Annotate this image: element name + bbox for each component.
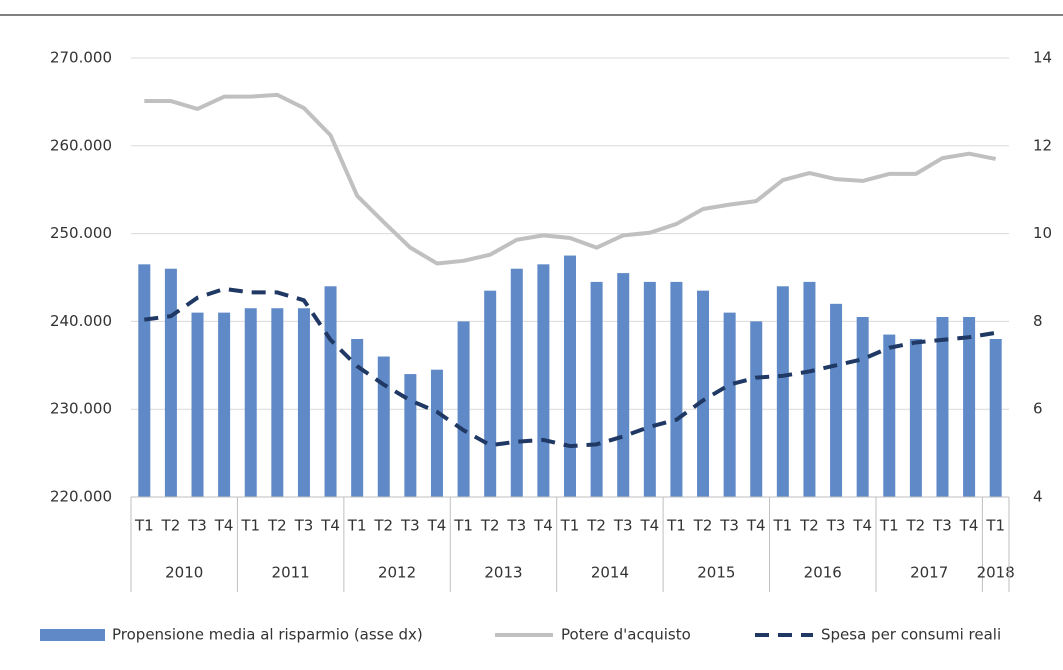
y-tick-label: 240.000 (50, 312, 112, 330)
line-series (144, 92, 997, 266)
bar (830, 303, 843, 497)
bar (989, 338, 1002, 497)
bar (191, 312, 204, 497)
x-tick-label: T2 (693, 517, 713, 535)
x-tick-label: T4 (427, 517, 447, 535)
year-label: 2011 (272, 564, 310, 582)
x-tick-label: T1 (985, 517, 1005, 535)
y-tick-label: 250.000 (50, 224, 112, 242)
bar (404, 374, 417, 497)
y2-tick-label: 6 (1033, 400, 1043, 418)
x-tick-label: T2 (586, 517, 606, 535)
bar (351, 338, 364, 497)
y2-tick-label: 8 (1033, 312, 1043, 330)
x-tick-label: T2 (799, 517, 819, 535)
bar (218, 312, 231, 497)
bar (883, 334, 896, 497)
year-label: 2017 (910, 564, 948, 582)
x-tick-label: T3 (400, 517, 420, 535)
x-tick-label: T1 (453, 517, 473, 535)
x-tick-label: T4 (746, 517, 766, 535)
x-tick-label: T2 (161, 517, 181, 535)
year-label: 2016 (804, 564, 842, 582)
year-label: 2010 (165, 564, 203, 582)
bar (590, 281, 603, 497)
x-tick-label: T1 (879, 517, 899, 535)
bar (856, 317, 869, 497)
x-tick-label: T4 (959, 517, 979, 535)
year-label: 2015 (697, 564, 735, 582)
bar (244, 308, 257, 497)
bar (936, 317, 949, 497)
bar (617, 273, 630, 497)
bar (510, 268, 523, 497)
x-tick-label: T2 (480, 517, 500, 535)
year-label: 2014 (591, 564, 629, 582)
x-tick-label: T2 (373, 517, 393, 535)
x-tick-label: T2 (906, 517, 926, 535)
bar (564, 255, 576, 497)
bar (164, 268, 177, 497)
bar (963, 317, 976, 497)
bar (537, 264, 550, 497)
legend-swatch (40, 629, 105, 641)
y2-tick-label: 14 (1033, 49, 1052, 67)
bar (457, 321, 470, 497)
bar (324, 286, 337, 497)
x-tick-label: T4 (214, 517, 234, 535)
x-tick-label: T4 (320, 517, 340, 535)
y-tick-label: 270.000 (50, 49, 112, 67)
x-tick-label: T3 (506, 517, 526, 535)
bar (776, 286, 789, 497)
bar (723, 312, 736, 497)
x-tick-label: T4 (639, 517, 659, 535)
x-tick-label: T1 (134, 517, 154, 535)
y2-tick-label: 10 (1033, 224, 1052, 242)
bar (750, 321, 763, 497)
bar (909, 338, 922, 497)
x-tick-label: T3 (187, 517, 207, 535)
bar (430, 369, 443, 497)
line-series (144, 286, 997, 449)
x-tick-label: T3 (826, 517, 846, 535)
x-tick-label: T1 (560, 517, 580, 535)
bar (670, 281, 683, 497)
legend-label: Spesa per consumi reali (821, 626, 1001, 644)
x-tick-label: T1 (666, 517, 686, 535)
x-tick-label: T3 (294, 517, 314, 535)
x-tick-label: T1 (240, 517, 260, 535)
bar (697, 290, 710, 497)
y-tick-label: 230.000 (50, 400, 112, 418)
legend-label: Potere d'acquisto (561, 626, 691, 644)
bar (138, 264, 151, 497)
bar (803, 281, 816, 497)
bar (297, 308, 310, 497)
x-tick-label: T3 (613, 517, 633, 535)
x-tick-label: T4 (852, 517, 872, 535)
y2-tick-label: 4 (1033, 488, 1043, 506)
bar (643, 281, 656, 497)
y-tick-label: 260.000 (50, 136, 112, 154)
x-tick-label: T3 (932, 517, 952, 535)
legend-label: Propensione media al risparmio (asse dx) (112, 626, 423, 644)
y-tick-label: 220.000 (50, 488, 112, 506)
x-tick-label: T1 (772, 517, 792, 535)
year-label: 2012 (378, 564, 416, 582)
x-tick-label: T4 (533, 517, 553, 535)
year-label: 2013 (484, 564, 522, 582)
x-tick-label: T3 (719, 517, 739, 535)
x-tick-label: T2 (267, 517, 287, 535)
y2-tick-label: 12 (1033, 136, 1052, 154)
bar (484, 290, 497, 497)
bar (377, 356, 390, 497)
year-label: 2018 (977, 564, 1015, 582)
x-tick-label: T1 (347, 517, 367, 535)
bar (271, 308, 284, 497)
